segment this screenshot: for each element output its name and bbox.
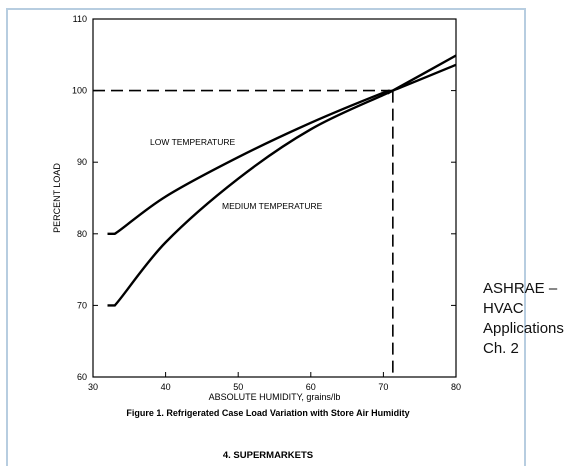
x-tick-label: 80 xyxy=(451,382,461,392)
source-note: ASHRAE – HVAC Applications Ch. 2 xyxy=(483,279,578,359)
tick-group: 30 40 50 60 70 80 60 70 80 90 100 110 xyxy=(72,14,461,392)
x-axis-label: ABSOLUTE HUMIDITY, grains/lb xyxy=(209,392,341,402)
y-tick-label: 100 xyxy=(72,86,87,96)
source-note-line: Ch. 2 xyxy=(483,340,519,357)
series-label-low-temperature: LOW TEMPERATURE xyxy=(150,137,235,147)
series-group xyxy=(107,54,457,307)
figure-caption: Figure 1. Refrigerated Case Load Variati… xyxy=(126,408,410,418)
y-tick-label: 80 xyxy=(77,229,87,239)
source-note-line: Applications xyxy=(483,320,564,337)
y-axis-label: PERCENT LOAD xyxy=(52,163,62,233)
x-tick-label: 40 xyxy=(161,382,171,392)
series-line-medium-temperature xyxy=(107,54,457,307)
y-tick-label: 60 xyxy=(77,372,87,382)
series-label-medium-temperature: MEDIUM TEMPERATURE xyxy=(222,201,323,211)
x-tick-label: 70 xyxy=(378,382,388,392)
reference-lines xyxy=(93,89,394,377)
figure-frame xyxy=(6,8,526,466)
source-note-line: ASHRAE – xyxy=(483,280,558,297)
y-tick-label: 110 xyxy=(73,14,87,24)
plot-area xyxy=(92,18,457,378)
x-tick-label: 60 xyxy=(306,382,316,392)
x-tick-label: 50 xyxy=(233,382,243,392)
y-tick-label: 70 xyxy=(77,300,87,310)
source-note-line: HVAC xyxy=(483,300,524,317)
x-tick-label: 30 xyxy=(88,382,98,392)
y-tick-label: 90 xyxy=(77,157,87,167)
section-title: 4. SUPERMARKETS xyxy=(222,450,314,461)
